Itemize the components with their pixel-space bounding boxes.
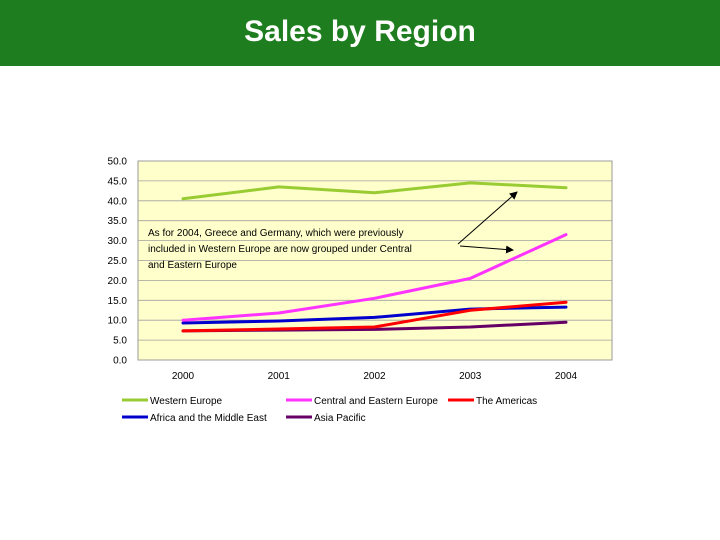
legend-label: Asia Pacific (314, 413, 366, 424)
y-tick-label: 15.0 (108, 296, 128, 307)
annotation-line: and Eastern Europe (148, 260, 237, 271)
series-line-central-and-eastern-europe (181, 233, 568, 322)
series-line-western-europe (181, 181, 568, 201)
y-tick-label: 35.0 (108, 216, 128, 227)
title-bar: Sales by Region (0, 0, 720, 66)
y-tick-label: 30.0 (108, 236, 128, 247)
legend-label: Africa and the Middle East (150, 413, 267, 424)
y-tick-label: 5.0 (113, 336, 127, 347)
y-tick-label: 20.0 (108, 276, 128, 287)
x-axis-ticks: 2000 2001 2002 2003 2004 (172, 371, 578, 382)
annotation-line: As for 2004, Greece and Germany, which w… (148, 228, 404, 239)
page-title: Sales by Region (244, 15, 476, 48)
x-tick-label: 2001 (268, 371, 291, 382)
x-tick-label: 2004 (555, 371, 578, 382)
x-tick-label: 2002 (363, 371, 386, 382)
y-tick-label: 0.0 (113, 356, 127, 367)
x-tick-label: 2003 (459, 371, 482, 382)
annotation-line: included in Western Europe are now group… (148, 244, 412, 255)
y-tick-label: 40.0 (108, 196, 128, 207)
y-tick-label: 50.0 (108, 157, 128, 168)
annotation-arrow (457, 191, 518, 245)
gridlines (138, 160, 612, 361)
legend: Western Europe Central and Eastern Europe… (122, 396, 537, 424)
legend-label: The Americas (476, 396, 537, 407)
series-lines (181, 181, 568, 333)
annotation: As for 2004, Greece and Germany, which w… (148, 191, 518, 271)
y-axis-ticks: 0.0 5.0 10.0 15.0 20.0 25.0 30.0 35.0 40.0 45.0 50… (108, 157, 128, 367)
x-tick-label: 2000 (172, 371, 195, 382)
legend-label: Western Europe (150, 396, 223, 407)
y-tick-label: 10.0 (108, 316, 128, 327)
legend-label: Central and Eastern Europe (314, 396, 438, 407)
y-tick-label: 25.0 (108, 256, 128, 267)
y-tick-label: 45.0 (108, 176, 128, 187)
series-line-the-americas (181, 300, 568, 333)
annotation-arrow (459, 245, 514, 254)
